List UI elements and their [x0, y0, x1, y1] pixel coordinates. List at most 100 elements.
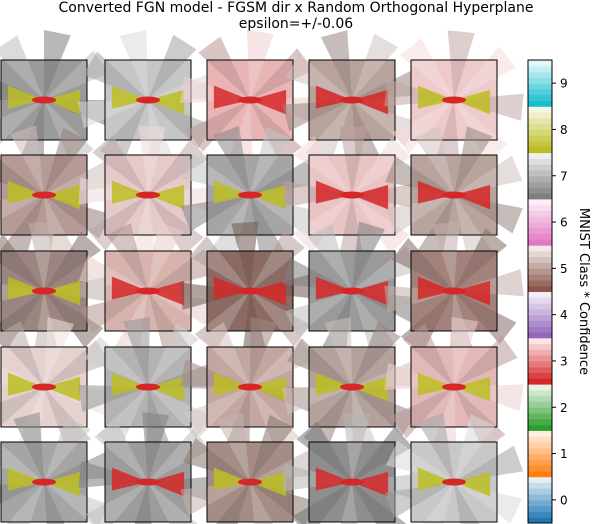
panel-region [385, 195, 454, 235]
panel-region [213, 372, 250, 396]
panel-region [213, 85, 250, 109]
panel-region [454, 376, 491, 402]
colorbar-segment [528, 378, 552, 385]
panel-region [454, 482, 480, 524]
panel-frame [104, 154, 192, 236]
panel-region [148, 376, 185, 402]
panel-frame [0, 59, 88, 141]
colorbar-tick-label: 7 [560, 169, 568, 183]
panel-region [282, 387, 352, 415]
panel-region [352, 221, 385, 291]
panel-region [315, 180, 352, 204]
panel-region [250, 471, 287, 497]
panel-frame [206, 250, 294, 332]
panel-region [180, 195, 250, 232]
panel-region [294, 136, 352, 195]
panel-region [454, 126, 493, 195]
panel-4-5 [384, 317, 524, 457]
colorbar-segment [528, 100, 552, 107]
colorbar-segment [528, 314, 552, 321]
panel-region [92, 134, 148, 195]
panel-region [32, 383, 56, 391]
panel-region [324, 317, 352, 387]
chart-subtitle: epsilon=+/-0.06 [238, 16, 354, 32]
panel-region [213, 180, 250, 204]
panel-region [390, 387, 454, 439]
panel-region [44, 317, 75, 387]
colorbar-segment [528, 320, 552, 327]
panel-region [106, 223, 148, 291]
panel-frame [410, 346, 498, 428]
colorbar-segment [528, 152, 552, 159]
colorbar-segment [528, 441, 552, 449]
colorbar-segment [528, 250, 552, 258]
panel-region [148, 195, 204, 256]
panel-region [80, 291, 148, 333]
colorbar-segment [528, 332, 552, 339]
panel-region [250, 195, 319, 237]
colorbar-segment [528, 268, 552, 275]
panel-region [340, 191, 364, 199]
panel-region [189, 235, 250, 291]
panel-region [339, 126, 367, 195]
colorbar-segment [528, 459, 552, 466]
panel-region [442, 191, 466, 199]
panel-5-5 [384, 412, 524, 524]
panel-2-2 [78, 125, 218, 265]
panel-region [0, 387, 44, 427]
panel-region [340, 482, 358, 524]
colorbar-tick-label: 9 [560, 77, 568, 91]
panel-region [432, 221, 460, 291]
panel-region [111, 467, 148, 491]
colorbar-segment [528, 424, 552, 431]
colorbar-segment [528, 198, 552, 206]
panel-region [296, 421, 352, 482]
colorbar-segment [528, 88, 552, 96]
colorbar-segment [528, 465, 552, 472]
colorbar-segment [528, 413, 552, 420]
colorbar-segment [528, 436, 552, 443]
panel-region [130, 195, 158, 265]
panel-region [44, 231, 101, 291]
colorbar-segment [528, 511, 552, 518]
colorbar-segment [528, 407, 552, 414]
panel-region [44, 376, 81, 402]
panel-region [44, 415, 91, 482]
panel-region [340, 96, 364, 104]
colorbar-segment [528, 204, 552, 211]
colorbar-tick-label: 1 [560, 447, 568, 461]
panel-5-4 [282, 412, 422, 524]
colorbar-segment [528, 158, 552, 165]
panel-frame [104, 441, 192, 523]
panel-region [6, 482, 44, 524]
colorbar-segment [528, 476, 552, 483]
panel-region [386, 440, 454, 482]
colorbar-segment [528, 71, 552, 78]
panel-region [134, 482, 152, 524]
panel-frame [410, 59, 498, 141]
colorbar-segment [528, 222, 552, 229]
panel-region [352, 426, 413, 482]
panel-region [231, 221, 259, 291]
panel-region [315, 372, 352, 396]
colorbar-segment [528, 279, 552, 287]
colorbar-segment [528, 494, 552, 501]
panel-region [454, 228, 508, 291]
panel-region [320, 30, 352, 101]
colorbar-segment [528, 245, 552, 252]
panel-region [454, 414, 496, 482]
panel-region [111, 180, 148, 204]
panel-region [454, 89, 491, 115]
panel-region [282, 100, 352, 132]
colorbar-segment [528, 141, 552, 148]
panel-region [352, 184, 389, 210]
panel-region [148, 89, 185, 115]
panel-region [13, 412, 44, 482]
colorbar-segment [528, 430, 552, 437]
panel-region [384, 482, 454, 519]
panel-5-2 [78, 412, 218, 524]
panel-region [293, 195, 352, 253]
panel-region [250, 482, 273, 524]
panel-region [78, 100, 148, 129]
